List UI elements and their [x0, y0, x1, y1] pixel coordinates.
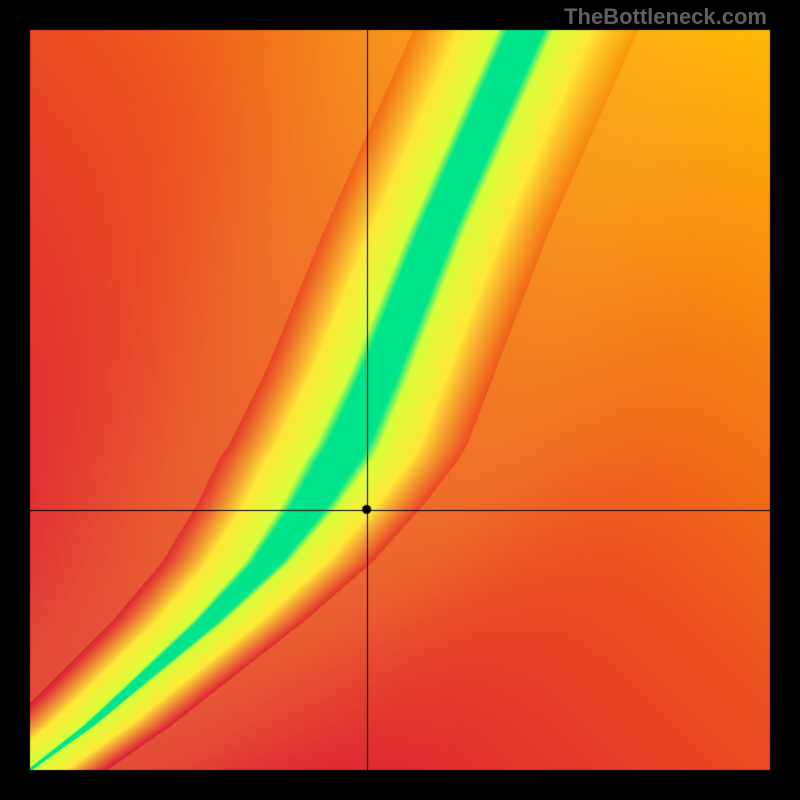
- watermark-text: TheBottleneck.com: [564, 4, 767, 30]
- heatmap-canvas: [0, 0, 800, 800]
- chart-container: TheBottleneck.com: [0, 0, 800, 800]
